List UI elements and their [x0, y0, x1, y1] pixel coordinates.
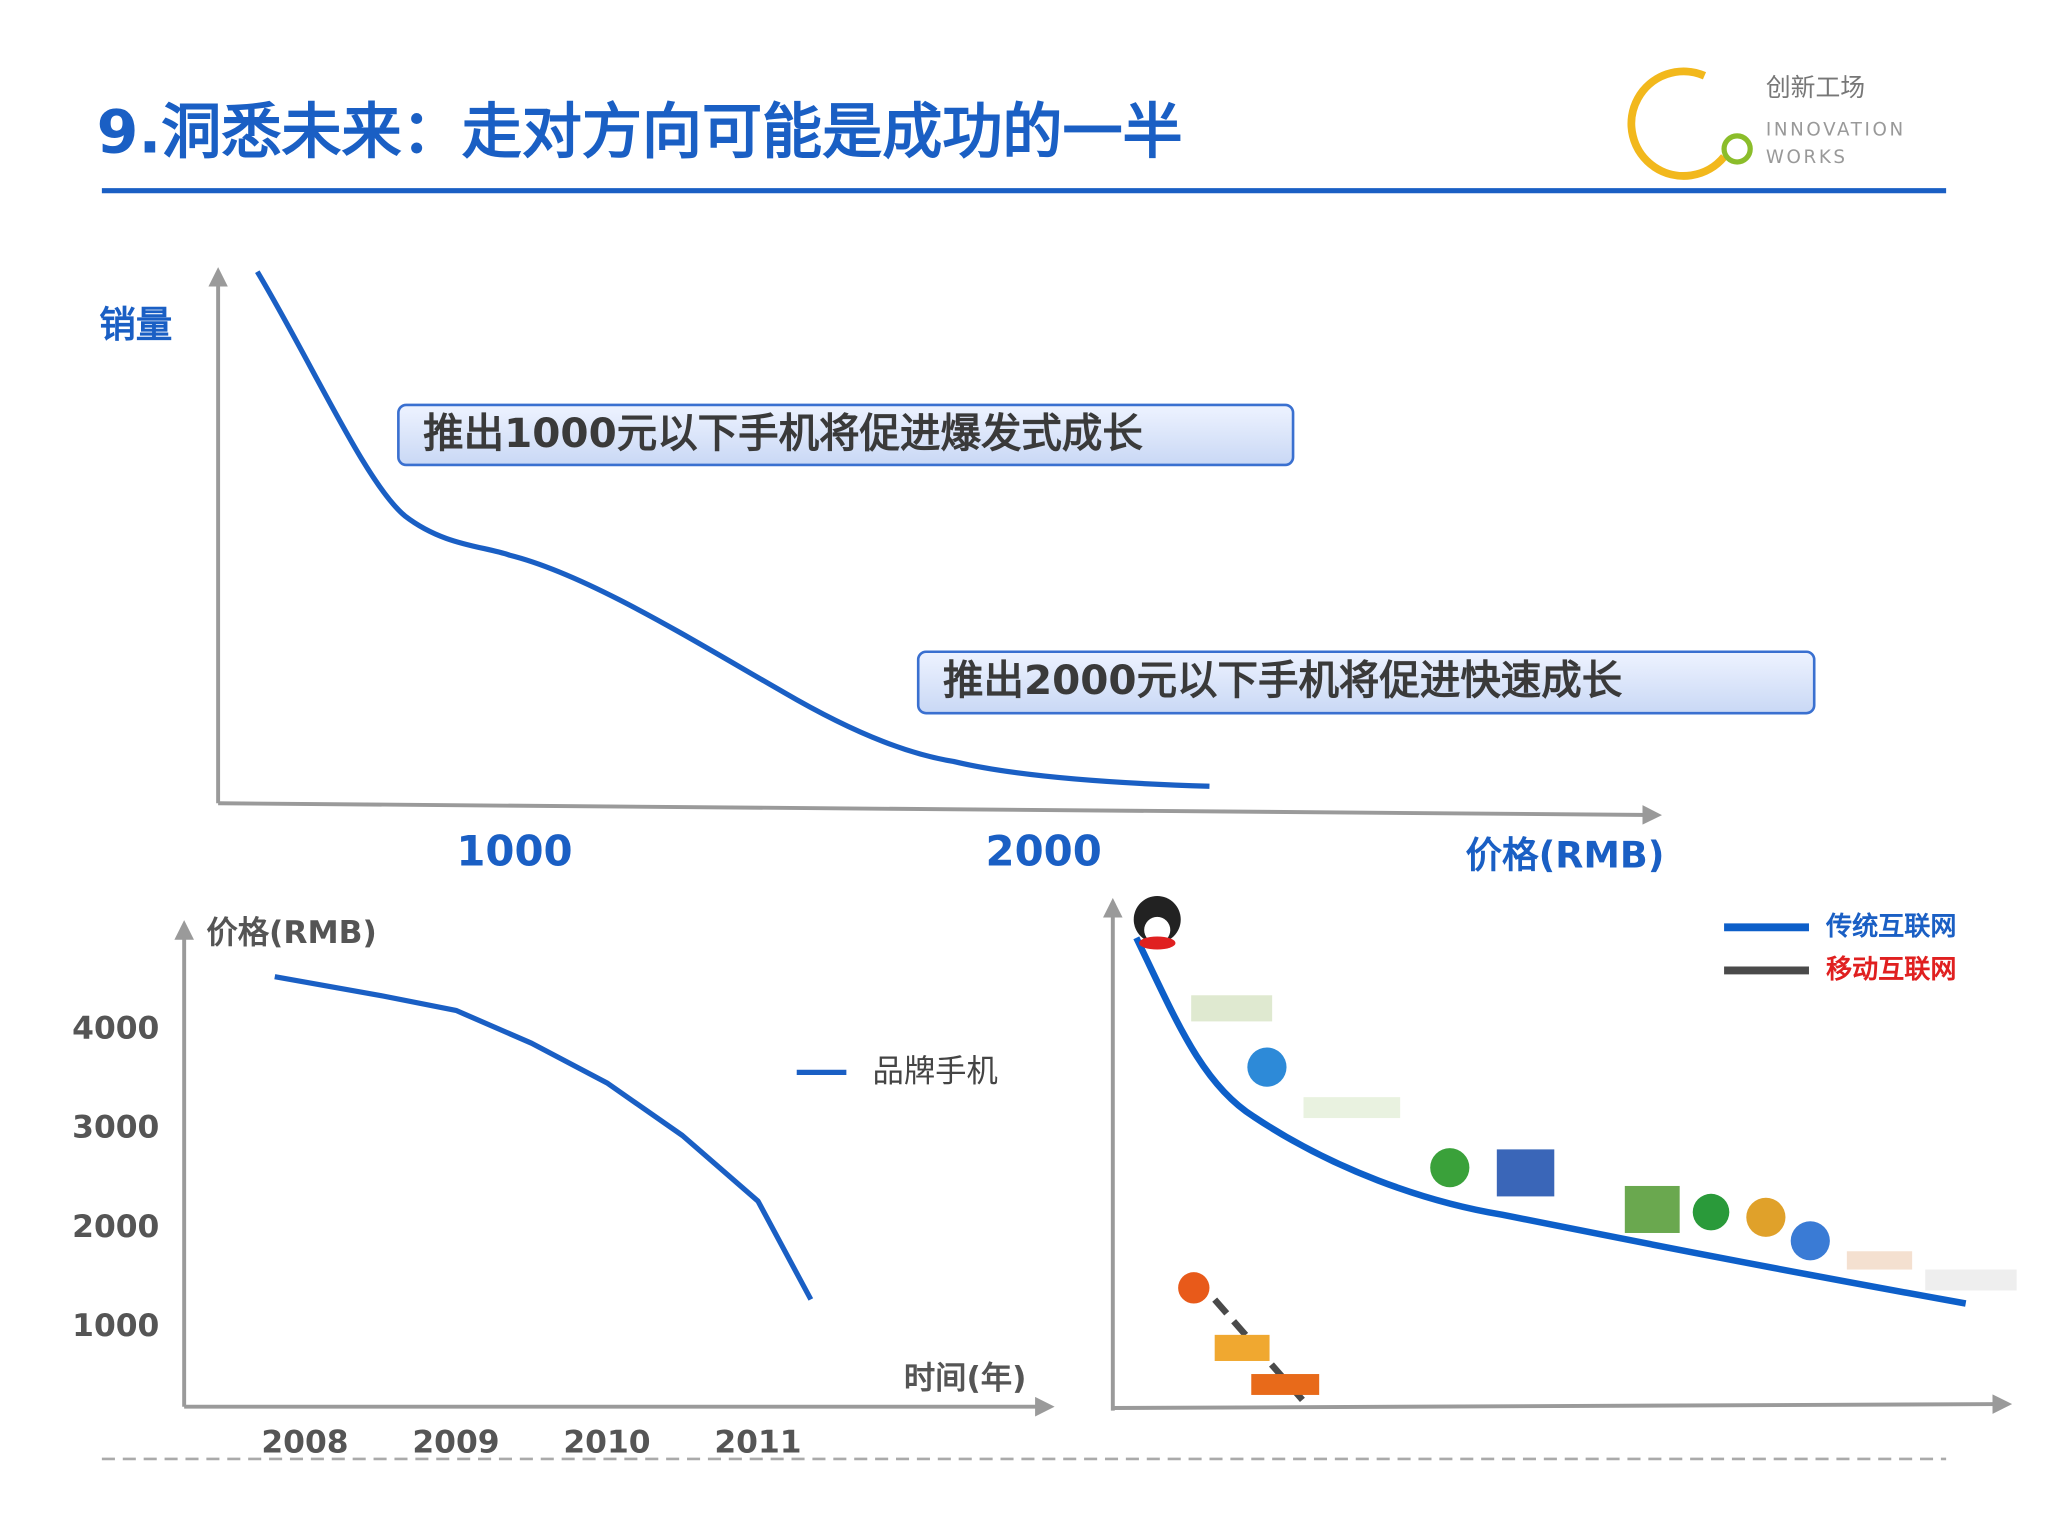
x-axis: [1112, 1394, 2013, 1414]
legend-label: 传统互联网: [1825, 911, 1957, 942]
x-tick-label: 1000: [456, 827, 572, 876]
annotation-box: [397, 403, 1295, 467]
annotation: 推出2000元以下手机将促进快速成长: [943, 656, 1623, 704]
x-axis-label: 时间(年): [904, 1360, 1027, 1396]
y-axis-label: 价格(RMB): [206, 915, 376, 951]
logo-line: INNOVATION: [1766, 120, 1906, 141]
legend-label: 品牌手机: [872, 1053, 997, 1089]
legend-label: 移动互联网: [1826, 955, 1957, 985]
x-tick-label: 2008: [261, 1424, 348, 1460]
y-tick-label: 4000: [72, 1010, 159, 1046]
price-line: [274, 974, 814, 1301]
slide-title: 9.洞悉未来：走对方向可能是成功的一半: [97, 97, 1183, 167]
logo-name: 创新工场: [1766, 73, 1865, 102]
x-tick-label: 2009: [412, 1424, 499, 1460]
annotation-box: [916, 650, 1816, 715]
y-tick-label: 1000: [72, 1308, 159, 1344]
x-tick-label: 2011: [714, 1424, 801, 1460]
logo: 创新工场 INNOVATION WORKS: [1627, 67, 1906, 180]
sales-curve: [255, 270, 1210, 789]
x-axis: [218, 801, 1663, 825]
annotation: 推出1000元以下手机将促进爆发式成长: [423, 409, 1143, 457]
trend-curve: [1133, 936, 1967, 1307]
logo-line: WORKS: [1766, 147, 1848, 168]
app-icons: [1133, 896, 2017, 1395]
y-axis-label: 销量: [99, 303, 172, 346]
y-tick-label: 2000: [72, 1209, 159, 1245]
x-tick-label: 2010: [563, 1424, 650, 1460]
y-tick-label: 3000: [72, 1110, 159, 1146]
x-tick-label: 2000: [986, 827, 1102, 876]
x-axis-label: 价格(RMB): [1465, 833, 1664, 876]
